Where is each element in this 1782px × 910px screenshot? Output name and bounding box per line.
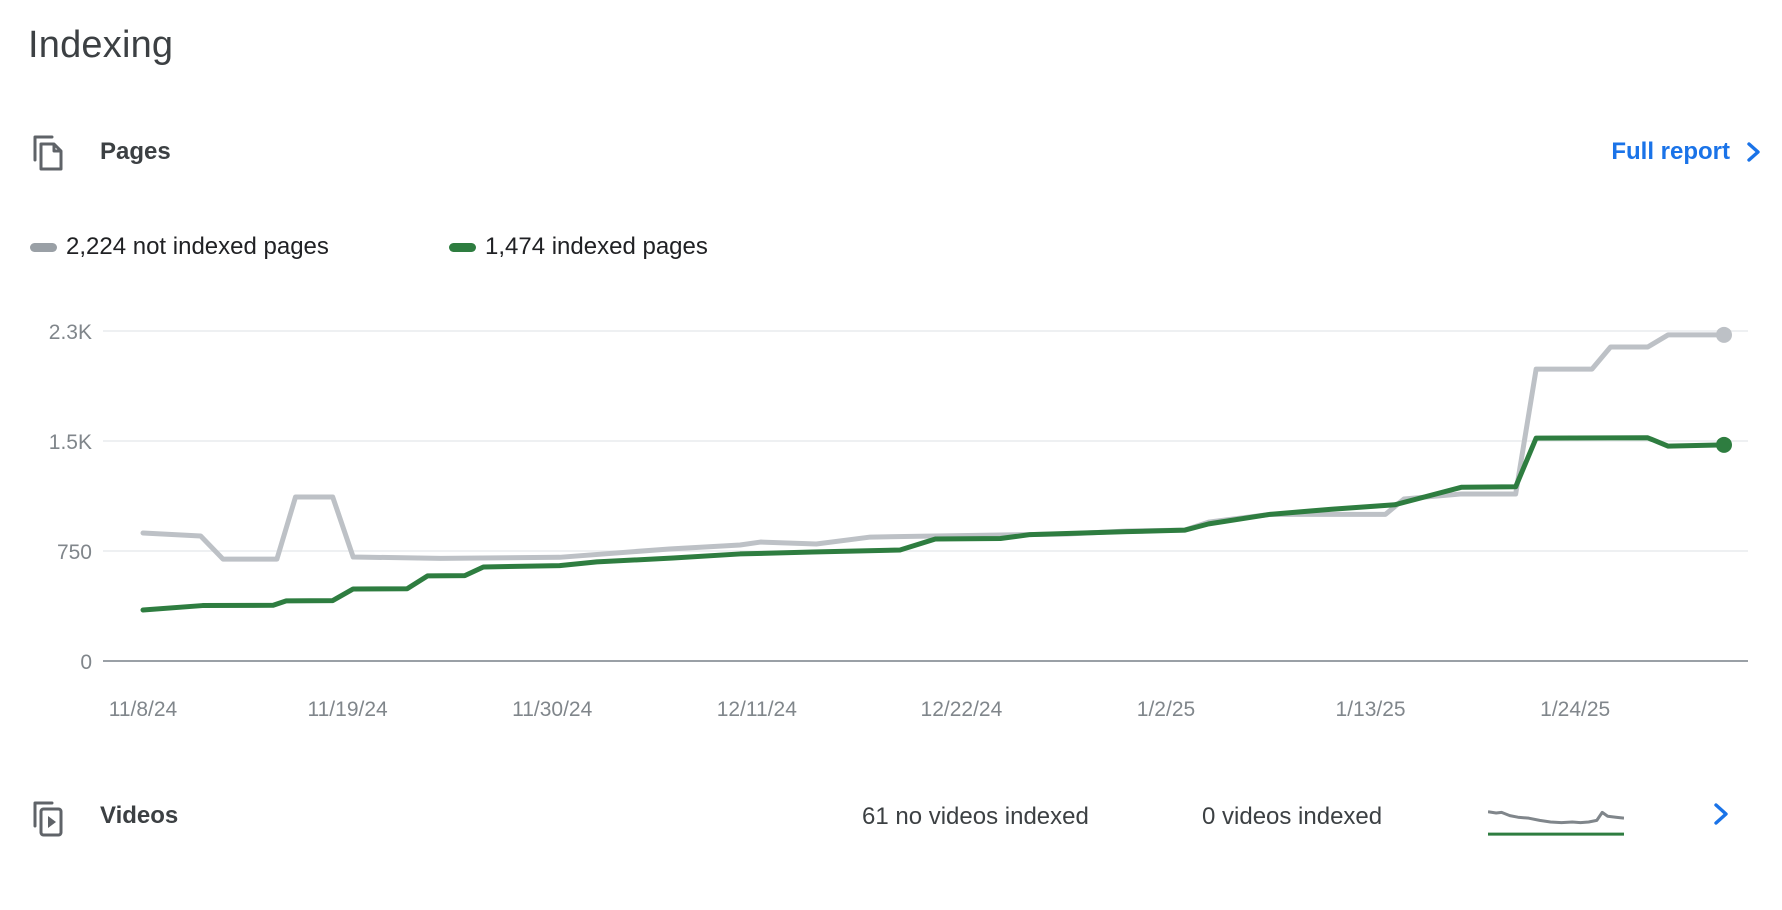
svg-text:11/19/24: 11/19/24 bbox=[308, 698, 389, 721]
pages-header-row: Pages Full report bbox=[30, 130, 1762, 174]
full-report-chevron-icon[interactable] bbox=[1746, 140, 1762, 164]
svg-text:0: 0 bbox=[80, 651, 92, 674]
legend-indexed-label: 1,474 indexed pages bbox=[485, 233, 708, 260]
pages-index-chart: 0 750 1.5K 2.3K 11/8/24 11/19/24 11/30/24 12/11… bbox=[49, 321, 1748, 721]
svg-text:1.5K: 1.5K bbox=[49, 431, 92, 454]
svg-text:12/11/24: 12/11/24 bbox=[717, 698, 798, 721]
full-report-link[interactable]: Full report bbox=[1611, 138, 1762, 166]
videos-section-title: Videos bbox=[100, 802, 179, 829]
legend-not-indexed: 2,224 not indexed pages bbox=[30, 225, 329, 269]
videos-indexed-count: 0 videos indexed bbox=[1202, 803, 1383, 830]
svg-text:1/13/25: 1/13/25 bbox=[1336, 698, 1406, 721]
svg-text:12/22/24: 12/22/24 bbox=[921, 698, 1003, 721]
full-report-label[interactable]: Full report bbox=[1611, 138, 1730, 165]
legend-not-indexed-swatch bbox=[30, 242, 57, 252]
videos-row[interactable]: Videos 61 no videos indexed 0 videos ind… bbox=[0, 790, 1782, 866]
videos-chevron-icon[interactable] bbox=[1712, 800, 1730, 828]
svg-text:11/8/24: 11/8/24 bbox=[109, 698, 178, 721]
svg-text:11/30/24: 11/30/24 bbox=[512, 698, 593, 721]
legend-indexed-swatch bbox=[449, 242, 476, 252]
pages-icon bbox=[33, 135, 63, 171]
svg-text:1/24/25: 1/24/25 bbox=[1540, 698, 1610, 721]
videos-sparkline bbox=[1488, 810, 1624, 836]
legend-not-indexed-label: 2,224 not indexed pages bbox=[66, 233, 329, 260]
page-title: Indexing bbox=[28, 24, 174, 66]
videos-icon bbox=[33, 801, 63, 837]
videos-not-indexed-count: 61 no videos indexed bbox=[862, 803, 1089, 830]
legend-indexed: 1,474 indexed pages bbox=[449, 225, 708, 269]
svg-text:2.3K: 2.3K bbox=[49, 321, 92, 344]
pages-section-title: Pages bbox=[100, 138, 171, 165]
svg-text:750: 750 bbox=[57, 541, 92, 564]
svg-text:1/2/25: 1/2/25 bbox=[1137, 698, 1195, 721]
